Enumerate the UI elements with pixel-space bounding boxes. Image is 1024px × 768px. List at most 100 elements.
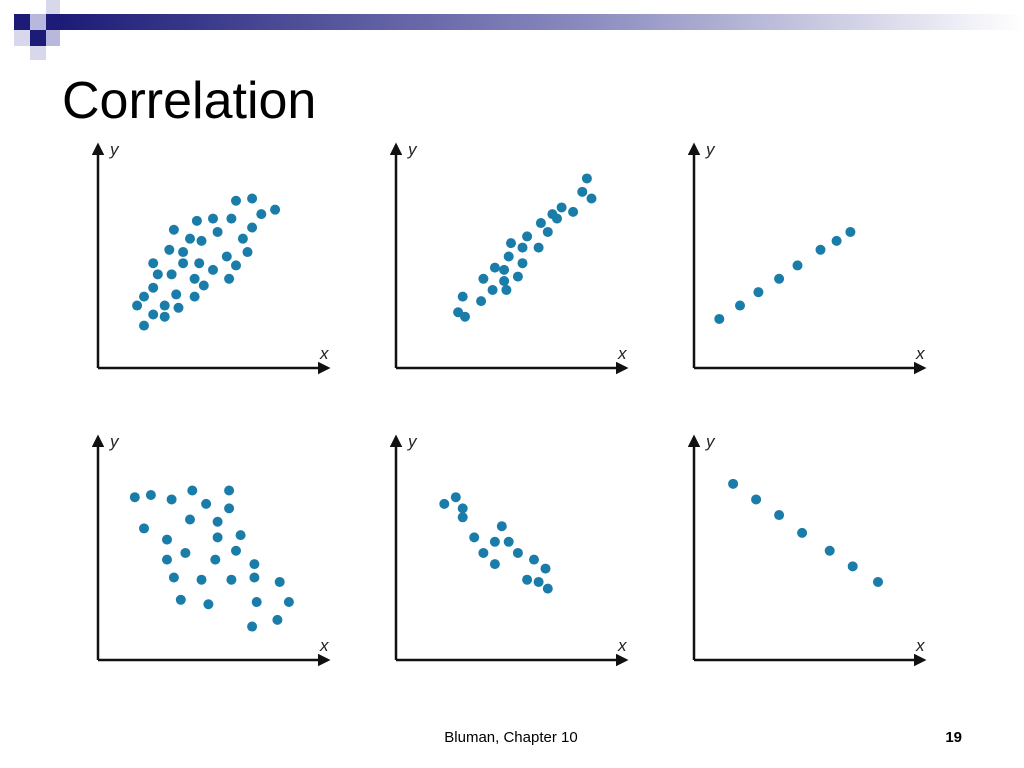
scatter-point — [256, 209, 267, 220]
scatter-point — [152, 269, 163, 280]
scatter-point — [478, 273, 489, 284]
scatter-point — [242, 247, 253, 258]
scatter-point — [824, 545, 835, 556]
scatter-point — [210, 554, 221, 565]
scatter-point — [450, 492, 461, 503]
scatter-point — [542, 583, 553, 594]
scatter-point — [533, 242, 544, 253]
scatter-point — [226, 574, 237, 585]
y-axis-label: y — [109, 140, 120, 159]
scatter-point — [185, 514, 195, 525]
scatter-point — [487, 284, 498, 295]
scatter-point — [489, 262, 500, 273]
scatter-point — [496, 521, 507, 532]
scatter-point — [175, 594, 186, 605]
scatter-point — [191, 215, 202, 226]
scatter-point — [178, 247, 189, 258]
scatter-point — [212, 516, 223, 527]
scatter-point — [489, 559, 500, 570]
y-axis-label: y — [407, 432, 418, 451]
scatter-point — [189, 273, 200, 284]
scatter-point — [568, 206, 579, 217]
scatter-point — [247, 621, 258, 632]
scatter-point — [194, 258, 205, 269]
scatter-point — [224, 273, 235, 284]
scatter-plot: yx — [687, 432, 927, 667]
scatter-point — [162, 554, 172, 565]
scatter-point — [274, 576, 285, 587]
scatter-point — [512, 271, 523, 282]
scatter-point — [139, 320, 149, 331]
x-axis-label: x — [915, 636, 925, 655]
scatter-point — [139, 291, 149, 302]
scatter-point — [159, 311, 170, 322]
scatter-point — [166, 494, 177, 505]
scatter-point — [753, 287, 764, 298]
y-axis-label: y — [705, 432, 716, 451]
scatter-point — [457, 503, 468, 514]
scatter-point — [529, 554, 539, 565]
x-axis-label: x — [319, 636, 329, 655]
x-axis-label: x — [915, 344, 925, 363]
y-axis-label: y — [109, 432, 120, 451]
scatter-point — [503, 536, 514, 547]
scatter-point — [208, 213, 218, 224]
scatter-point — [439, 498, 450, 509]
scatter-point — [774, 510, 785, 521]
scatter-point — [512, 547, 523, 558]
scatter-point — [231, 545, 241, 556]
scatter-point — [185, 233, 195, 244]
scatter-point — [196, 235, 207, 246]
scatter-point — [797, 527, 808, 538]
scatter-point — [180, 547, 191, 558]
scatter-point — [159, 300, 170, 311]
scatter-point — [535, 218, 546, 229]
x-axis-label: x — [319, 344, 329, 363]
scatter-point — [212, 532, 223, 543]
scatter-plot: yx — [389, 432, 629, 667]
scatter-point — [237, 233, 248, 244]
scatter-point — [469, 532, 480, 543]
scatter-point — [501, 284, 512, 295]
scatter-point — [517, 258, 528, 269]
scatter-point — [171, 289, 182, 300]
scatter-point — [489, 536, 500, 547]
x-axis-label: x — [617, 636, 627, 655]
footer: Bluman, Chapter 10 — [444, 729, 577, 746]
slide-title: Correlation — [62, 72, 316, 130]
scatter-point — [139, 523, 149, 534]
scatter-point — [247, 193, 258, 204]
scatter-point — [476, 296, 487, 307]
scatter-point — [247, 222, 258, 233]
scatter-point — [457, 512, 468, 523]
y-axis-label: y — [705, 140, 716, 159]
scatter-point — [249, 572, 260, 583]
scatter-point — [556, 202, 567, 213]
scatter-point — [189, 291, 200, 302]
scatter-point — [164, 244, 175, 255]
page-number: 19 — [945, 729, 962, 746]
scatter-point — [714, 313, 725, 324]
scatter-point — [506, 238, 516, 249]
scatter-point — [132, 300, 143, 311]
scatter-point — [162, 534, 172, 545]
scatter-point — [478, 547, 489, 558]
scatter-point — [231, 260, 241, 271]
scatter-point — [586, 193, 597, 204]
scatter-point — [148, 258, 159, 269]
x-axis-label: x — [617, 344, 627, 363]
scatter-point — [499, 276, 510, 287]
scatter-point — [728, 478, 739, 489]
scatter-point — [751, 494, 762, 505]
scatter-point — [552, 213, 562, 224]
scatter-point — [224, 503, 235, 514]
scatter-point — [173, 302, 184, 313]
scatter-point — [168, 572, 179, 583]
y-axis-label: y — [407, 140, 418, 159]
scatter-point — [168, 224, 179, 235]
scatter-point — [212, 226, 223, 237]
scatter-plot: yx — [91, 432, 331, 667]
scatter-point — [831, 235, 842, 246]
scatter-point — [577, 186, 588, 197]
